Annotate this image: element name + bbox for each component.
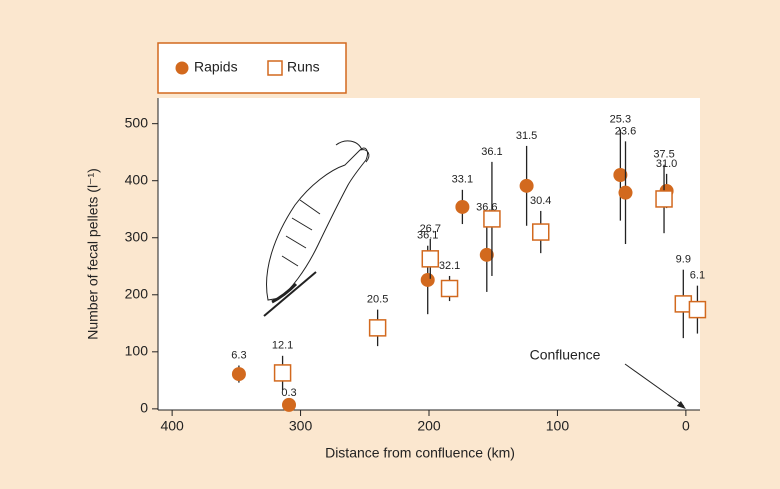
point <box>613 168 628 183</box>
x-tick-label: 100 <box>546 418 570 434</box>
y-tick-label: 100 <box>125 343 149 359</box>
point-label: 9.9 <box>676 254 691 266</box>
point-label: 12.1 <box>272 340 293 352</box>
point-label: 31.5 <box>516 130 537 142</box>
point <box>440 279 459 298</box>
legend-marker <box>175 61 189 75</box>
point <box>231 367 246 382</box>
point <box>479 247 494 262</box>
legend-label: Runs <box>287 59 320 75</box>
point-label: 0.3 <box>281 387 296 399</box>
point <box>483 210 501 228</box>
point <box>421 250 440 268</box>
x-axis-label: Distance from confluence (km) <box>325 445 515 461</box>
x-tick-label: 400 <box>160 418 184 434</box>
point <box>420 272 435 287</box>
point <box>688 300 707 319</box>
point-label: 20.5 <box>367 294 388 306</box>
x-tick-label: 0 <box>682 418 690 434</box>
annotation-arrowhead <box>676 401 686 409</box>
y-tick-label: 300 <box>125 228 149 244</box>
point-label: 23.6 <box>615 125 636 137</box>
annotation: Confluence <box>530 347 601 363</box>
point-label: 30.4 <box>530 195 551 207</box>
point <box>455 199 470 214</box>
point <box>282 397 297 412</box>
legend <box>157 42 347 94</box>
y-axis-label: Number of fecal pellets (l⁻¹) <box>85 168 101 340</box>
point-label: 32.1 <box>439 260 460 272</box>
point-label: 37.5 <box>653 149 674 161</box>
legend-marker <box>267 60 283 76</box>
y-tick-label: 200 <box>125 285 149 301</box>
point-label: 36.1 <box>481 146 502 158</box>
legend-label: Rapids <box>194 59 238 75</box>
point <box>273 364 292 382</box>
insect-drawing <box>263 140 370 317</box>
point-label: 26.7 <box>420 223 441 235</box>
point-label: 6.1 <box>690 270 705 282</box>
y-tick-label: 400 <box>125 171 149 187</box>
y-tick-label: 500 <box>125 114 149 130</box>
x-tick-label: 300 <box>289 418 313 434</box>
x-tick-label: 200 <box>417 418 441 434</box>
y-tick-label: 0 <box>140 400 148 416</box>
annotation-arrow <box>624 363 685 407</box>
point <box>368 319 387 337</box>
point-label: 33.1 <box>452 174 473 186</box>
point-label: 31.0 <box>656 158 677 170</box>
point <box>618 185 633 200</box>
point-label: 6.3 <box>231 349 246 361</box>
point-label: 36.1 <box>417 230 438 242</box>
point <box>655 190 673 208</box>
point <box>531 223 550 241</box>
point-label: 25.3 <box>610 113 631 125</box>
point <box>519 178 534 193</box>
